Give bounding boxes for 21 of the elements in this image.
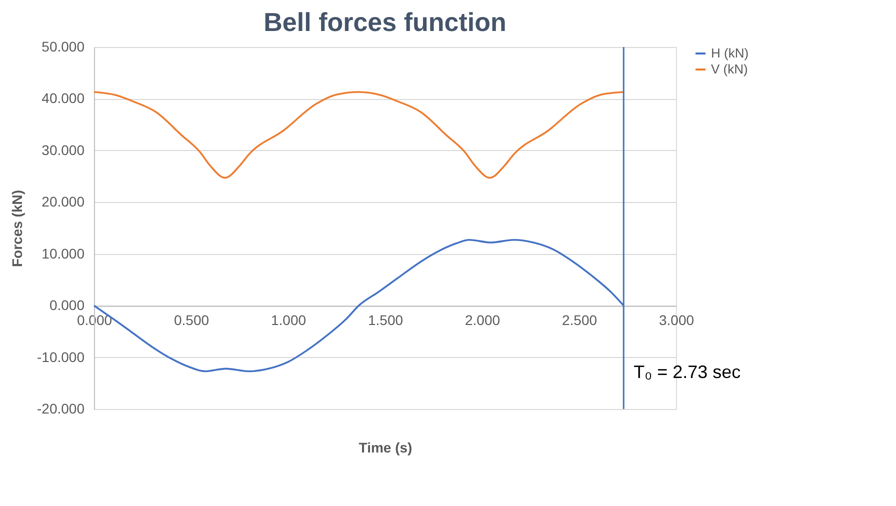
- ref-line-label: T₀ = 2.73 sec: [634, 362, 741, 382]
- chart-title: Bell forces function: [264, 7, 506, 37]
- y-tick-label: 20.000: [42, 194, 85, 210]
- y-tick-label: 10.000: [42, 245, 85, 262]
- x-tick-label: 2.000: [464, 312, 500, 328]
- legend-label: H (kN): [711, 46, 749, 60]
- x-tick-label: 2.500: [562, 312, 598, 328]
- y-axis-title: Forces (kN): [9, 190, 26, 268]
- y-tick-label: 40.000: [42, 90, 85, 106]
- line-series: [93, 91, 625, 179]
- x-tick-label: 0.500: [174, 312, 210, 328]
- x-tick-label: 3.000: [658, 312, 694, 328]
- legend-label: V (kN): [711, 62, 748, 76]
- y-tick-label: 50.000: [42, 38, 85, 54]
- y-tick-label: 30.000: [42, 142, 85, 158]
- x-tick-label: 1.000: [270, 312, 306, 328]
- y-tick-label: -20.000: [37, 400, 85, 416]
- x-tick-label: 1.500: [368, 312, 404, 328]
- y-tick-label: -10.000: [37, 348, 85, 365]
- x-axis-title: Time (s): [358, 440, 412, 456]
- y-tick-label: 0.000: [49, 297, 85, 314]
